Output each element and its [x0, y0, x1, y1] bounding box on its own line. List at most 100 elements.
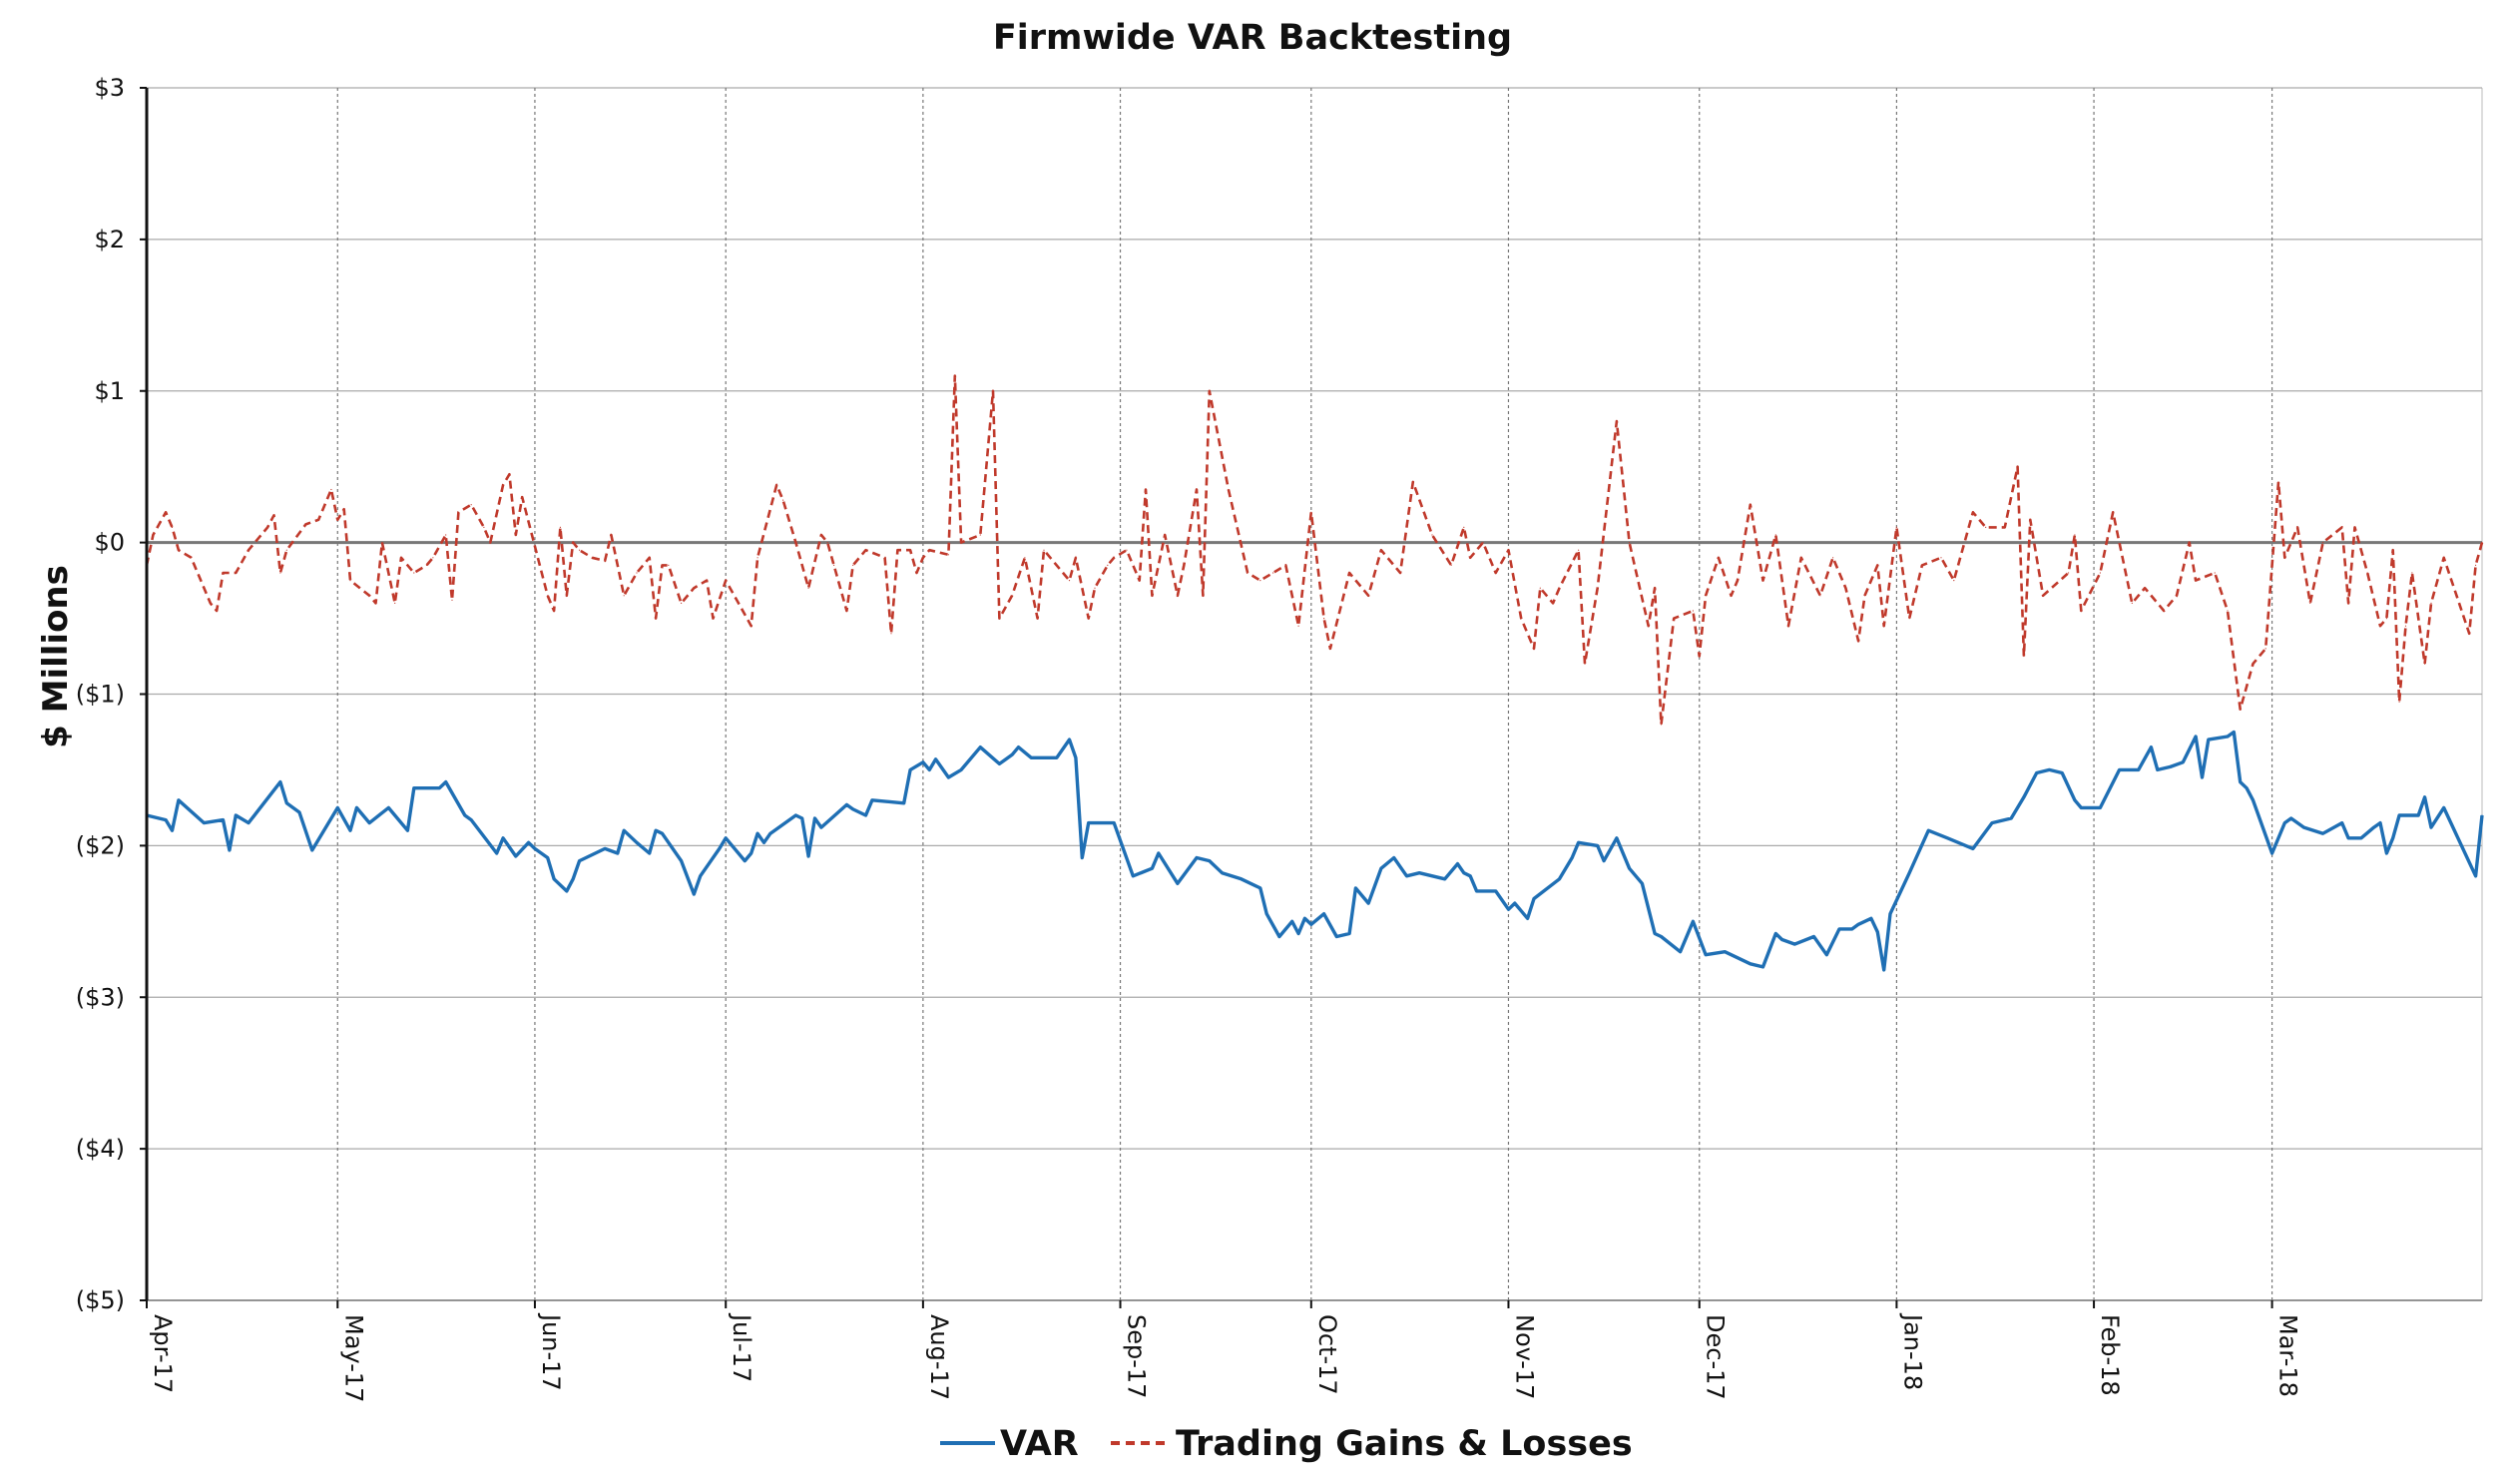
- data-point: [655, 618, 657, 620]
- data-point: [1648, 625, 1650, 627]
- data-point: [2144, 587, 2146, 589]
- data-point: [1991, 822, 1993, 824]
- data-point: [2061, 771, 2063, 774]
- series-trading-gains-losses: [145, 374, 2484, 727]
- data-point: [1863, 595, 1866, 597]
- data-point: [457, 511, 459, 513]
- data-point: [1075, 756, 1077, 758]
- data-point: [1196, 488, 1198, 491]
- data-point: [1895, 526, 1897, 529]
- data-point: [668, 564, 670, 567]
- data-point: [610, 534, 613, 536]
- data-point: [1761, 966, 1764, 968]
- data-point: [394, 814, 396, 816]
- data-point: [1405, 875, 1408, 877]
- data-point: [317, 519, 319, 521]
- data-point: [203, 822, 205, 824]
- data-point: [1310, 511, 1312, 513]
- data-point: [2468, 633, 2470, 635]
- data-point: [826, 542, 828, 544]
- data-point: [279, 572, 281, 574]
- data-point: [979, 534, 981, 536]
- data-point: [330, 488, 332, 491]
- data-point: [1578, 841, 1580, 843]
- data-point: [1456, 863, 1459, 865]
- data-point: [1017, 746, 1020, 748]
- data-point: [890, 633, 892, 635]
- data-point: [1068, 580, 1071, 582]
- data-point: [1463, 526, 1465, 529]
- data-point: [1597, 844, 1599, 847]
- data-point: [1616, 837, 1618, 839]
- data-point: [1571, 856, 1573, 859]
- data-point: [1737, 580, 1739, 582]
- data-point: [1578, 549, 1580, 551]
- y-tick-label: $2: [94, 226, 125, 253]
- data-point: [1469, 557, 1471, 559]
- data-point: [1539, 587, 1541, 589]
- data-point: [896, 549, 899, 551]
- data-point: [1221, 872, 1224, 874]
- data-point: [1495, 572, 1497, 574]
- data-point: [438, 787, 440, 789]
- data-point: [387, 806, 389, 809]
- data-point: [2392, 837, 2394, 839]
- data-point: [1921, 564, 1923, 567]
- data-point: [1158, 852, 1160, 854]
- data-point: [1495, 890, 1497, 892]
- data-point: [712, 618, 715, 620]
- data-point: [1718, 557, 1720, 559]
- data-point: [285, 802, 287, 804]
- data-point: [1030, 756, 1032, 758]
- data-point: [1469, 875, 1471, 877]
- data-point: [1113, 557, 1115, 559]
- data-point: [1354, 887, 1356, 889]
- data-point: [579, 860, 581, 862]
- data-point: [165, 819, 167, 821]
- data-point: [636, 572, 638, 574]
- data-point: [1348, 572, 1350, 574]
- data-point: [1603, 860, 1605, 862]
- data-point: [1781, 938, 1783, 941]
- data-point: [807, 587, 809, 589]
- data-point: [1870, 917, 1872, 919]
- data-point: [425, 564, 428, 567]
- data-point: [922, 557, 924, 559]
- data-point: [1259, 887, 1261, 889]
- data-point: [2302, 826, 2305, 828]
- data-point: [1310, 923, 1312, 925]
- data-point: [1838, 928, 1840, 930]
- y-axis-ticks: $3 $2 $1 $0 ($1) ($2) ($3) ($4) ($5): [76, 74, 147, 1314]
- data-point: [222, 819, 225, 821]
- data-point: [2398, 701, 2400, 703]
- data-point: [1476, 890, 1478, 892]
- data-point: [171, 829, 174, 831]
- x-tick-label: Oct-17: [1313, 1314, 1341, 1395]
- data-point: [489, 542, 491, 544]
- data-point: [1857, 923, 1859, 925]
- data-point: [979, 746, 981, 748]
- data-point: [2068, 572, 2070, 574]
- data-point: [515, 855, 517, 857]
- data-point: [2443, 557, 2445, 559]
- data-point: [496, 852, 498, 854]
- data-point: [2240, 709, 2242, 711]
- data-point: [693, 587, 695, 589]
- data-point: [884, 557, 886, 559]
- y-tick-label: ($3): [76, 983, 125, 1011]
- x-tick-label: Dec-17: [1702, 1314, 1730, 1400]
- data-point: [470, 504, 472, 506]
- data-point: [706, 580, 708, 582]
- data-point: [794, 542, 797, 544]
- data-point: [1520, 618, 1522, 620]
- data-point: [2443, 806, 2445, 809]
- data-point: [1654, 587, 1656, 589]
- data-point: [1750, 963, 1752, 965]
- chart-title: Firmwide VAR Backtesting: [993, 18, 1512, 58]
- data-point: [559, 526, 562, 529]
- data-point: [502, 837, 504, 839]
- data-point: [2112, 511, 2114, 513]
- data-point: [1183, 564, 1185, 567]
- data-point: [2322, 542, 2324, 544]
- data-point: [1699, 655, 1701, 658]
